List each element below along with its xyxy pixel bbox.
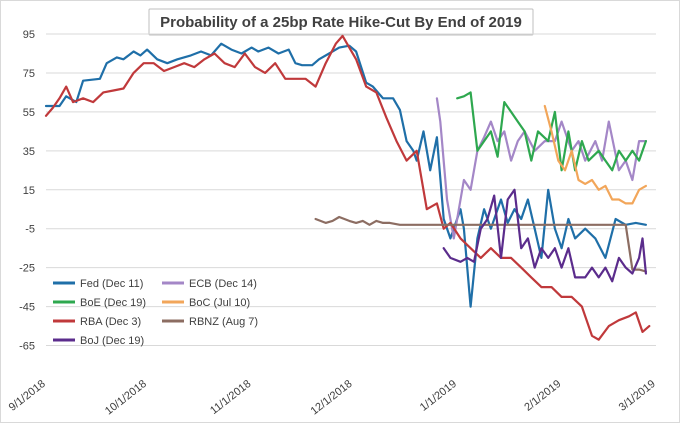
series-line-boj: [442, 188, 648, 283]
x-tick-label: 3/1/2019: [617, 378, 658, 414]
series-line-boc: [543, 104, 648, 205]
x-tick-label: 9/1/2018: [7, 378, 48, 414]
series-layer: [44, 34, 651, 341]
x-tick-label: 11/1/2018: [208, 378, 253, 417]
legend-label-boe: BoE (Dec 19): [80, 297, 146, 309]
y-tick-label: 75: [23, 68, 35, 80]
title-box: [148, 8, 534, 36]
y-axis-ticks: 95 75 55 35 15 -5 -25 -45 -65: [19, 29, 35, 353]
series-line-rbnz: [314, 215, 648, 273]
series-line-fed: [44, 42, 648, 308]
y-tick-label: 15: [23, 185, 35, 197]
x-tick-label: 12/1/2018: [309, 378, 355, 418]
y-tick-label: -65: [19, 341, 35, 353]
legend-label-boj: BoJ (Dec 19): [80, 335, 144, 347]
y-tick-label: 35: [23, 146, 35, 158]
x-tick-label: 10/1/2018: [103, 378, 149, 418]
y-tick-label: -45: [19, 302, 35, 314]
legend-label-ecb: ECB (Dec 14): [189, 278, 257, 290]
series-line-boe: [456, 91, 648, 172]
series-line-ecb: [435, 97, 648, 240]
y-tick-label: 95: [23, 29, 35, 41]
chart-title: Probability of a 25bp Rate Hike-Cut By E…: [160, 14, 522, 31]
title-group: Probability of a 25bp Rate Hike-Cut By E…: [148, 8, 534, 36]
y-tick-label: -25: [19, 263, 35, 275]
x-tick-label: 2/1/2019: [522, 378, 563, 414]
legend-label-fed: Fed (Dec 11): [80, 278, 143, 290]
series-line-rba: [44, 34, 651, 341]
y-tick-label: 55: [23, 107, 35, 119]
x-tick-label: 1/1/2019: [418, 378, 459, 414]
legend-label-rbnz: RBNZ (Aug 7): [189, 316, 258, 328]
legend-label-rba: RBA (Dec 3): [80, 316, 141, 328]
grid-layer: [46, 33, 656, 347]
legend-label-boc: BoC (Jul 10): [189, 297, 250, 309]
legend: Fed (Dec 11) ECB (Dec 14) BoE (Dec 19) BoC …: [53, 278, 258, 347]
x-axis-ticks: 9/1/2018 10/1/2018 11/1/2018 12/1/2018 1/1/2…: [7, 378, 658, 418]
y-tick-label: -5: [25, 224, 35, 236]
